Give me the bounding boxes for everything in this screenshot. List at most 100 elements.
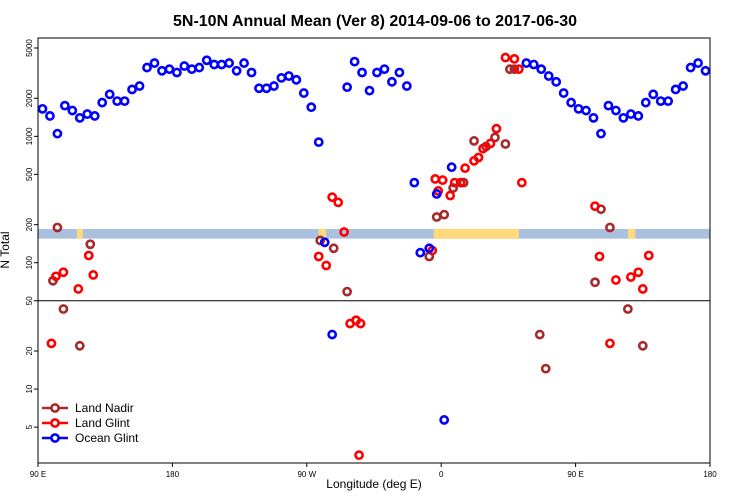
point-ocean-glint-62 [573,103,584,114]
point-ocean-glint-4 [67,105,78,116]
point-land-glint-35 [485,138,496,149]
point-ocean-glint-46 [387,76,397,87]
point-ocean-glint-66 [603,100,614,111]
point-land-glint-27 [437,175,448,186]
y-tick-label-7: 1000 [25,127,34,145]
point-ocean-glint-24 [216,59,227,70]
point-land-glint-15 [594,251,605,262]
y-tick-label-1: 10 [25,384,34,393]
y-axis-label: N Total [0,231,12,268]
point-ocean-glint-17 [164,64,175,75]
point-ocean-glint-60 [558,88,569,98]
point-land-nadir-2 [58,304,69,314]
point-ocean-glint-20 [186,64,197,75]
point-land-nadir-23 [504,64,515,75]
y-tick-label-2: 20 [25,346,34,355]
point-ocean-glint-59 [551,76,562,87]
point-ocean-glint-35 [298,88,309,98]
x-tick-label-1: 180 [166,470,180,479]
y-tick-label-4: 100 [25,255,34,269]
point-ocean-glint-8 [97,97,108,108]
point-land-glint-14 [590,201,600,212]
band-highlight-0 [433,228,519,239]
point-ocean-glint-2 [52,128,63,139]
legend-marker-ocean-glint [50,433,60,443]
point-ocean-glint-64 [588,112,599,123]
point-ocean-glint-32 [276,73,287,83]
point-ocean-glint-12 [127,84,137,95]
band-background [38,228,710,239]
point-ocean-glint-50 [415,247,426,258]
legend-label-land-glint: Land Glint [75,416,130,430]
point-ocean-glint-52 [431,189,442,199]
point-land-nadir-21 [500,139,511,149]
point-ocean-glint-14 [142,62,152,73]
point-ocean-glint-1 [45,111,55,121]
point-land-nadir-11 [622,304,633,314]
point-ocean-glint-33 [283,71,294,81]
x-axis-label: Longitude (deg E) [326,477,421,491]
series-land-glint [46,52,654,461]
point-ocean-glint-36 [306,102,317,113]
point-ocean-glint-11 [119,96,130,107]
point-ocean-glint-47 [394,67,405,78]
point-land-nadir-12 [637,340,648,351]
point-land-nadir-25 [540,363,551,374]
point-ocean-glint-58 [543,71,554,81]
point-land-nadir-3 [74,340,85,351]
point-land-glint-10 [339,227,350,237]
y-tick-label-5: 200 [25,217,34,231]
y-tick-label-6: 500 [25,167,34,181]
point-ocean-glint-73 [655,96,666,107]
point-ocean-glint-28 [246,67,257,78]
point-ocean-glint-65 [596,128,606,139]
point-ocean-glint-21 [194,62,205,73]
y-tick-label-3: 50 [25,296,34,305]
x-tick-label-2: 90 W [297,470,316,479]
series-ocean-glint [37,55,711,425]
point-land-nadir-14 [431,212,442,222]
point-land-glint-20 [637,284,648,294]
point-ocean-glint-6 [82,109,93,119]
point-land-glint-39 [513,64,524,75]
point-ocean-glint-75 [670,84,681,95]
band-highlight-1 [318,228,327,239]
point-land-glint-2 [58,267,69,278]
x-axis-ticks: 90 E 180 90 W 0 90 E 180 [30,463,717,479]
point-ocean-glint-71 [640,97,651,108]
point-ocean-glint-48 [401,81,412,91]
point-ocean-glint-53 [439,415,450,425]
point-land-nadir-8 [590,277,600,288]
y-tick-label-8: 2000 [25,89,34,107]
x-tick-label-0: 90 E [30,470,46,479]
point-land-glint-21 [643,250,654,261]
point-land-glint-34 [478,143,488,154]
reference-band [38,228,710,239]
y-tick-label-9: 5000 [25,39,34,57]
point-ocean-glint-76 [678,81,689,91]
point-ocean-glint-61 [566,97,577,108]
data-points [37,52,711,461]
point-ocean-glint-55 [521,58,532,68]
point-ocean-glint-13 [134,81,145,91]
point-land-glint-0 [46,338,57,349]
x-tick-label-3: 0 [439,470,444,479]
point-land-glint-7 [321,260,332,271]
point-ocean-glint-3 [59,100,70,111]
y-tick-label-0: 5 [25,424,34,429]
point-land-glint-3 [73,284,84,294]
point-ocean-glint-15 [149,58,160,68]
point-land-nadir-20 [490,132,500,143]
point-land-nadir-6 [328,243,339,254]
point-ocean-glint-19 [179,61,190,71]
point-ocean-glint-10 [112,96,123,107]
point-ocean-glint-42 [357,67,367,78]
point-ocean-glint-49 [409,177,420,188]
point-ocean-glint-16 [157,65,167,76]
point-land-nadir-22 [509,64,520,75]
point-ocean-glint-40 [342,82,353,93]
point-ocean-glint-25 [224,58,235,68]
legend-label-land-nadir: Land Nadir [75,401,134,415]
point-ocean-glint-37 [313,137,324,148]
